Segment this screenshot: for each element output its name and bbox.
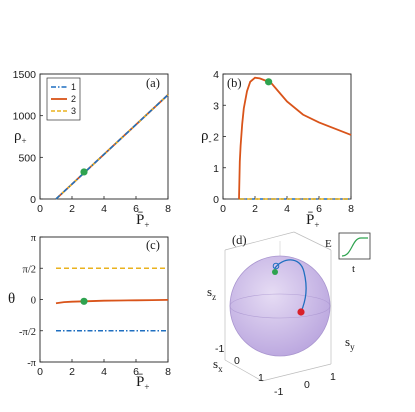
legend-label-1: 1 xyxy=(71,82,76,92)
panel-b: 0 2 4 6 8 0 1 2 3 4 (b) ρ- P̄+ xyxy=(201,69,354,230)
x-tick-label: 8 xyxy=(165,366,171,378)
sy-tick-0: 0 xyxy=(304,379,310,391)
x-tick-label: 0 xyxy=(37,366,43,378)
panel-c: 0 2 4 6 8 -π -π/2 0 π/2 π (c) θ P̄+ xyxy=(8,233,171,392)
highlight-point xyxy=(80,297,88,305)
x-tick-label: 8 xyxy=(165,203,171,215)
inset-frame xyxy=(338,232,371,260)
panel-b-frame xyxy=(222,73,352,200)
x-tick-label: 2 xyxy=(69,366,75,378)
panel-a: 0 2 4 6 8 0 500 1000 1500 (a) 1 2 3 ρ+ P̄+ xyxy=(13,69,171,230)
inset-xlabel: t xyxy=(352,263,355,275)
x-tick-label: 0 xyxy=(37,203,43,215)
inset-energy: E t xyxy=(325,232,371,275)
x-tick-label: 6 xyxy=(316,203,322,215)
panel-d-bloch-sphere: (d) E t sz sy sx -1 0 1 -1 0 1 xyxy=(207,231,371,398)
inset-ylabel: E xyxy=(325,238,332,250)
panel-d-xlabel: sx xyxy=(213,356,223,374)
x-tick-label: 8 xyxy=(348,203,354,215)
x-tick-label: 6 xyxy=(133,203,139,215)
sy-tick-1: 1 xyxy=(330,371,336,383)
y-tick-label: π xyxy=(31,233,37,244)
panel-c-ylabel: θ xyxy=(8,291,15,307)
sx-tick-1: 1 xyxy=(258,372,264,384)
green-point xyxy=(272,269,278,275)
y-tick-label: 0 xyxy=(213,194,219,206)
y-tick-label: 500 xyxy=(18,152,36,164)
panel-c-label: (c) xyxy=(146,238,160,252)
y-tick-label: 1500 xyxy=(13,69,37,81)
x-tick-label: 0 xyxy=(220,203,226,215)
panel-a-label: (a) xyxy=(146,76,160,90)
sx-tick-0: 0 xyxy=(234,355,240,367)
x-tick-label: 4 xyxy=(101,203,107,215)
panel-b-label: (b) xyxy=(227,76,242,90)
panel-c-series xyxy=(55,267,169,332)
legend-label-2: 2 xyxy=(71,94,76,104)
panel-c-xlabel: P̄+ xyxy=(136,374,149,392)
y-tick-label: -π xyxy=(27,358,36,369)
legend-label-3: 3 xyxy=(71,106,76,116)
x-tick-label: 4 xyxy=(101,366,107,378)
panel-c-ticks: 0 2 4 6 8 -π -π/2 0 π/2 π xyxy=(19,233,171,378)
panel-d-label: (d) xyxy=(232,233,247,247)
series-2-line xyxy=(238,76,352,200)
panel-a-xlabel: P̄+ xyxy=(136,212,149,230)
panel-b-ticks: 0 2 4 6 8 0 1 2 3 4 xyxy=(213,69,354,215)
x-tick-label: 4 xyxy=(284,203,290,215)
x-tick-label: 2 xyxy=(252,203,258,215)
x-tick-label: 6 xyxy=(133,366,139,378)
y-tick-label: 3 xyxy=(213,100,219,112)
equator xyxy=(229,293,331,319)
highlight-point xyxy=(265,78,273,86)
series-2-line xyxy=(55,299,169,305)
panel-b-series xyxy=(238,76,352,200)
panel-a-ticks: 0 2 4 6 8 0 500 1000 1500 xyxy=(13,69,171,215)
y-tick-label: 0 xyxy=(30,194,36,206)
panel-a-series xyxy=(55,94,169,200)
y-tick-label: -π/2 xyxy=(19,327,36,338)
panel-b-ylabel: ρ- xyxy=(201,128,212,146)
trajectory-start-marker xyxy=(272,262,280,270)
y-tick-label: π/2 xyxy=(23,264,36,275)
y-tick-label: 2 xyxy=(213,132,219,144)
highlight-point xyxy=(80,168,88,176)
trajectory-path xyxy=(274,259,307,313)
y-tick-label: 0 xyxy=(31,296,36,307)
y-tick-label: 1 xyxy=(213,163,219,175)
inset-curve xyxy=(341,237,368,257)
panel-a-ylabel: ρ+ xyxy=(14,128,27,146)
series-1-line xyxy=(55,94,169,200)
sy-tick-neg1: -1 xyxy=(274,386,283,398)
panel-a-legend: 1 2 3 xyxy=(46,77,81,121)
panel-b-xlabel: P̄+ xyxy=(306,212,319,230)
red-point xyxy=(297,308,305,316)
bloch-sphere xyxy=(229,255,331,357)
panel-d-zlabel: sz xyxy=(207,284,216,302)
panel-d-ylabel: sy xyxy=(345,334,355,352)
sx-tick-neg1: -1 xyxy=(215,343,224,355)
y-tick-label: 1000 xyxy=(13,111,37,123)
x-tick-label: 2 xyxy=(69,203,75,215)
y-tick-label: 4 xyxy=(213,69,219,81)
